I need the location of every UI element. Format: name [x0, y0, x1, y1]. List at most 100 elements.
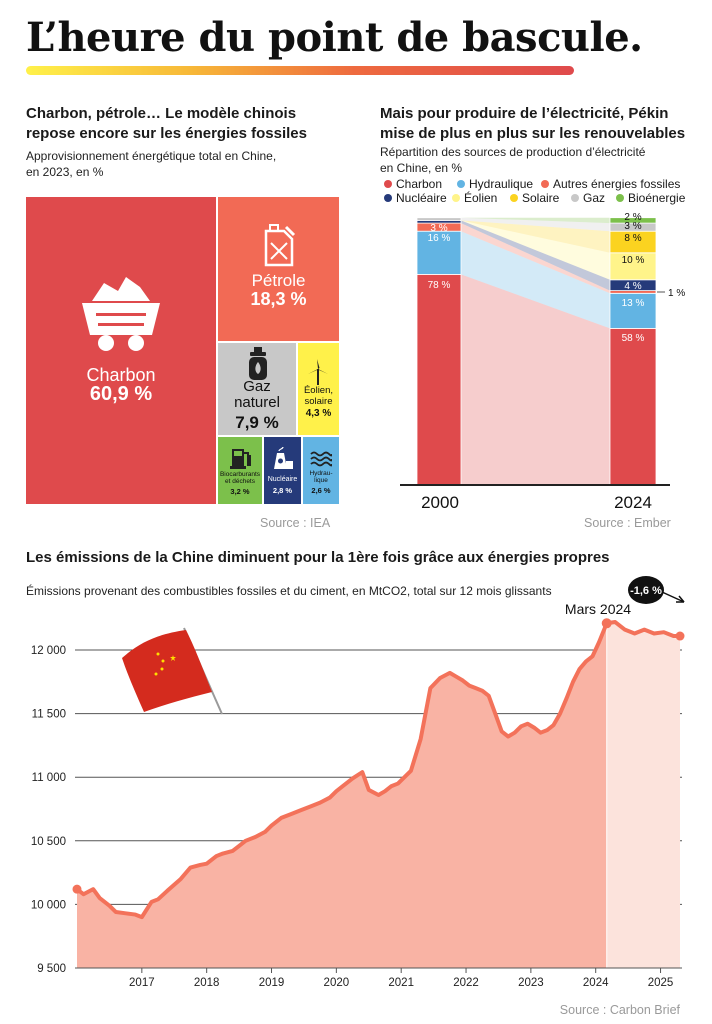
x-tick-label: 2021 [388, 977, 414, 989]
legend-dot-hydro [457, 180, 465, 188]
electricity-subtitle: Répartition des sources de production d’… [380, 144, 645, 176]
start-point [72, 884, 82, 894]
page-title: L’heure du point de bascule. [26, 14, 643, 61]
treemap-subtitle-line1: Approvisionnement énergétique total en C… [26, 149, 277, 163]
nuclear-label: Nucléaire [267, 476, 298, 483]
treemap-cell-oil: Pétrole 18,3 % [218, 197, 339, 341]
gas-value: 7,9 % [235, 413, 279, 432]
gas-label-line1: Gaz [243, 378, 271, 395]
legend-label-gas: Gaz [583, 191, 606, 205]
wind-solar-label: Éolien, solaire [298, 385, 339, 407]
legend-item-wind: Éolien [452, 191, 497, 205]
wind-solar-value: 4,3 % [305, 408, 332, 419]
year-2024-label: 2024 [614, 493, 652, 512]
jerrycan-icon [264, 224, 296, 267]
y-tick-label: 11 500 [32, 709, 66, 721]
biofuel-value: 3,2 % [230, 487, 250, 496]
x-tick-label: 2017 [129, 977, 155, 989]
emissions-title: Les émissions de la Chine diminuent pour… [26, 549, 610, 566]
legend-item-hydro: Hydraulique [457, 177, 533, 191]
treemap-subtitle: Approvisionnement énergétique total en C… [26, 148, 276, 180]
legend-label-nuclear: Nucléaire [396, 191, 447, 205]
x-tick-label: 2018 [194, 977, 220, 989]
treemap-subtitle-line2: en 2023, en % [26, 165, 104, 179]
treemap-title: Charbon, pétrole… Le modèle chinois repo… [26, 105, 307, 142]
coal-cart-icon [82, 277, 160, 351]
treemap-cell-nuclear: Nucléaire 2,8 % [264, 437, 301, 504]
bar-2024-Éolien [609, 252, 657, 281]
biofuel-label-line2: et déchets [225, 478, 255, 485]
gas-label: Gaz naturel [218, 379, 296, 411]
label-2024-coal: 58 % [622, 333, 645, 344]
legend-item-bio: Bioénergie [616, 191, 685, 205]
band-Autres énergies fossiles [461, 223, 610, 294]
band-Charbon [461, 274, 610, 485]
x-tick-label: 2023 [518, 977, 544, 989]
electricity-title: Mais pour produire de l’électricité, Pék… [380, 105, 686, 142]
bar-2024-Bioénergie [609, 217, 657, 224]
electricity-subtitle-line1: Répartition des sources de production d’… [380, 145, 646, 159]
label-2024-wind: 10 % [622, 255, 645, 266]
oil-label: Pétrole [251, 271, 306, 290]
emissions-area-recent [606, 622, 680, 968]
end-point [675, 631, 685, 641]
bar-2024-Charbon [609, 328, 657, 486]
y-tick-label: 11 000 [32, 772, 66, 784]
water-waves-icon [310, 451, 332, 467]
gas-label-line2: naturel [234, 394, 280, 411]
legend-dot-wind [452, 194, 460, 202]
peak-point [601, 618, 612, 629]
band-Nucléaire [461, 220, 610, 291]
y-tick-label: 10 000 [31, 899, 66, 911]
x-tick-label: 2025 [648, 977, 674, 989]
emissions-line [75, 620, 682, 920]
legend-label-other-fossil: Autres énergies fossiles [553, 177, 681, 191]
title-underline [26, 66, 574, 75]
label-2024-solar: 8 % [624, 233, 641, 244]
china-flag-icon [122, 627, 223, 715]
label-2000-coal: 78 % [428, 280, 451, 291]
hydro-label-line2: lique [314, 477, 328, 484]
fuel-pump-icon [230, 449, 251, 469]
legend-item-coal: Charbon [384, 177, 442, 191]
label-2024-bio: 2 % [624, 212, 641, 223]
x-tick-label: 2022 [453, 977, 479, 989]
emissions-subtitle: Émissions provenant des combustibles fos… [26, 584, 552, 598]
wind-turbine-icon [308, 359, 328, 385]
label-2024-gas: 3 % [624, 221, 641, 232]
label-2024-other-fossil: 1 % [668, 288, 685, 299]
nuclear-plant-icon [274, 447, 293, 469]
wind-solar-label-line1: Éolien, [303, 385, 334, 396]
legend-dot-other-fossil [541, 180, 549, 188]
electricity-source: Source : Ember [584, 516, 671, 530]
emissions-chart: 2017 2018 2019 2020 2021 2022 2023 2024 2025 12 … [31, 576, 685, 1017]
legend-dot-solar [510, 194, 518, 202]
label-2024-nuclear: 4 % [624, 281, 641, 292]
electricity-chart: 2000 2024 3 % 16 % 78 % 2 % 3 % 8 % 10 %… [400, 212, 685, 512]
legend-label-coal: Charbon [396, 177, 443, 191]
bar-2000-Hydraulique [416, 230, 462, 275]
legend-item-gas: Gaz [571, 191, 605, 205]
bar-2000-Charbon [416, 274, 462, 486]
y-tick-label: 12 000 [31, 645, 66, 657]
legend-label-hydro: Hydraulique [469, 177, 534, 191]
legend-dot-nuclear [384, 194, 392, 202]
bar-2024-Hydraulique [609, 292, 657, 329]
band-Hydraulique [461, 231, 610, 329]
legend-item-other-fossil: Autres énergies fossiles [541, 177, 680, 191]
treemap-cell-gas: Gaz naturel 7,9 % [218, 343, 296, 435]
legend-dot-gas [571, 194, 579, 202]
wind-solar-label-line2: solaire [304, 396, 333, 407]
legend-item-nuclear: Nucléaire [384, 191, 447, 205]
treemap-cell-hydro: Hydrau- lique 2,6 % [303, 437, 339, 504]
legend-label-bio: Bioénergie [628, 191, 686, 205]
legend-label-wind: Éolien [464, 191, 498, 205]
band-Éolien [461, 220, 610, 280]
electricity-subtitle-line2: en Chine, en % [380, 161, 463, 175]
coal-label: Charbon [86, 365, 156, 385]
change-badge: -1,6 % [628, 576, 685, 604]
hydro-label-line1: Hydrau- [309, 470, 333, 477]
hydro-value: 2,6 % [311, 486, 331, 495]
treemap-cell-coal: Charbon 60,9 % [26, 197, 216, 504]
emissions-annotation: Mars 2024 [565, 601, 631, 617]
